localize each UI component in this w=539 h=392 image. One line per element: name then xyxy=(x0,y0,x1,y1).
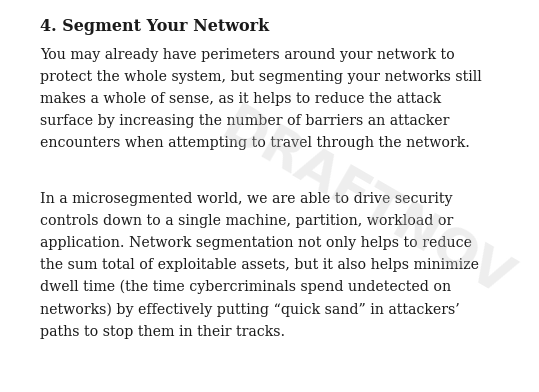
Text: DRAFTNOV: DRAFTNOV xyxy=(212,100,521,308)
Text: In a microsegmented world, we are able to drive security
controls down to a sing: In a microsegmented world, we are able t… xyxy=(40,192,479,339)
Text: You may already have perimeters around your network to
protect the whole system,: You may already have perimeters around y… xyxy=(40,48,482,150)
Text: 4. Segment Your Network: 4. Segment Your Network xyxy=(40,18,270,35)
